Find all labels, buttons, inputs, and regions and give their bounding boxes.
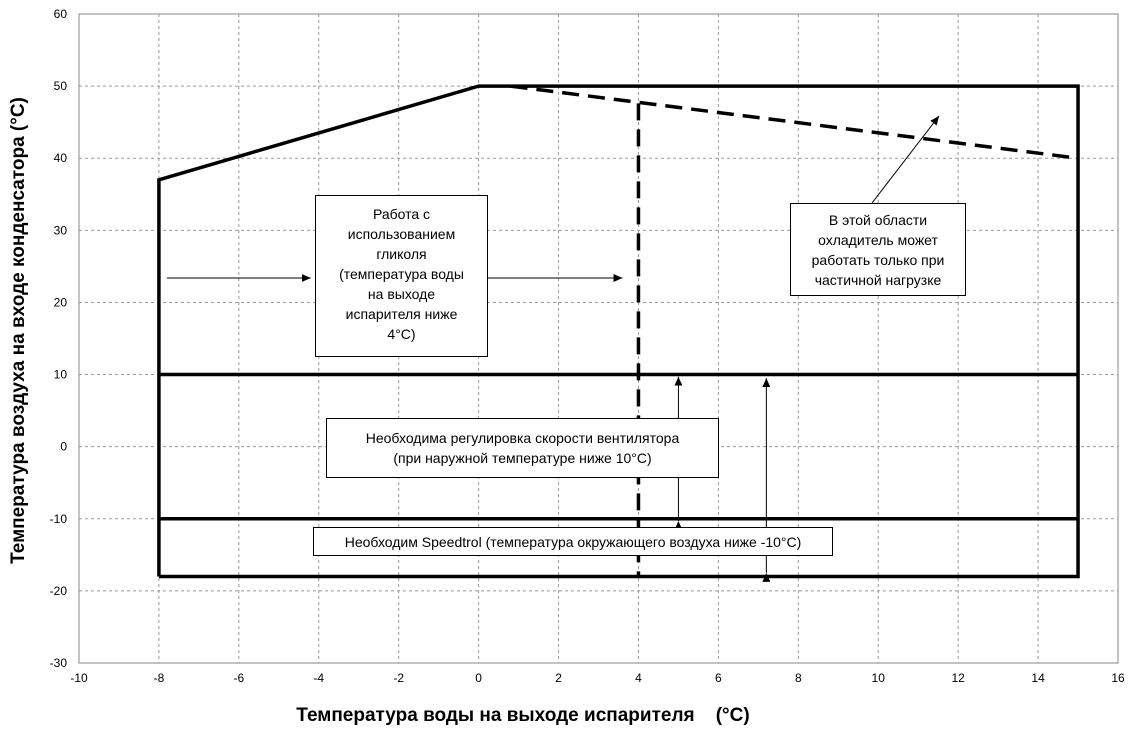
series-lines [157,84,1080,579]
y-tick-label: -30 [50,656,68,670]
annotation-line: 4°C) [387,326,416,342]
x-tick-label: 8 [795,671,802,685]
annotation-partial-load: В этой области охладитель может работать т… [790,203,966,296]
grid [79,14,1118,663]
x-tick-label: -10 [70,671,88,685]
annotation-line: В этой области [828,212,928,228]
x-tick-label: 4 [635,671,642,685]
annotation-arrows [166,115,940,582]
series-line [510,84,1079,160]
annotation-line: на выходе [367,286,436,302]
plot-frame [78,13,1119,664]
y-tick-labels: -30 -20 -10 0 10 20 30 40 50 60 [50,7,68,670]
annotation-line: Работа с [372,206,431,222]
x-tick-label: -4 [313,671,324,685]
annotation-line: охладитель может [818,232,938,248]
annotation-line: (при наружной температуре ниже 10°C) [393,450,652,466]
y-tick-label: 0 [60,440,67,454]
x-tick-label: -8 [154,671,165,685]
y-tick-label: 50 [54,79,68,93]
x-tick-label: 16 [1111,671,1125,685]
y-axis-title: Температура воздуха на входе конденсатор… [8,97,29,564]
x-tick-label: -2 [393,671,404,685]
y-tick-label: -10 [50,512,68,526]
x-axis-title: Температура воды на выходе испарителя (°… [296,705,749,726]
y-tick-label: 40 [54,151,68,165]
x-tick-label: 12 [951,671,965,685]
annotation-line: (температура воды [339,266,464,282]
x-tick-label: -6 [234,671,245,685]
x-tick-label: 10 [872,671,886,685]
annotation-glycol: Работа с использованием гликоля (температур… [315,195,488,357]
y-tick-label: 60 [54,7,68,21]
annotation-speedtrol: Необходим Speedtrol (температура окружаю… [313,527,833,556]
annotation-line: работать только при [811,252,945,268]
annotation-line: испарителя ниже [345,306,458,322]
x-tick-label: 14 [1031,671,1045,685]
annotation-arrow [871,115,940,204]
annotation-line: Необходима регулировка скорости вентилят… [365,430,680,446]
x-tick-label: 2 [555,671,562,685]
series-line [157,84,1080,579]
annotation-line: Необходим Speedtrol (температура окружаю… [344,534,802,550]
y-tick-label: 30 [54,223,68,237]
y-tick-label: 10 [54,368,68,382]
annotation-fan-speed: Необходима регулировка скорости вентилят… [326,418,719,478]
annotation-line: гликоля [376,246,427,262]
x-tick-label: 6 [715,671,722,685]
x-tick-labels: -10 -8 -6 -4 -2 0 2 4 6 8 10 12 14 16 [70,671,1125,685]
annotation-line: частичной нагрузке [814,272,942,288]
annotation-line: использованием [347,226,456,242]
y-tick-label: 20 [54,295,68,309]
x-tick-label: 0 [475,671,482,685]
y-tick-label: -20 [50,584,68,598]
